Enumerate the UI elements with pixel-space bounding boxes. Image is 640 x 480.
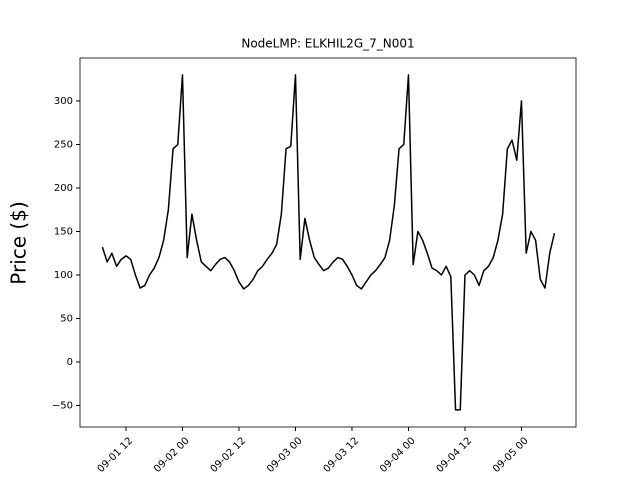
- y-tick-label: 200: [54, 183, 73, 194]
- y-axis-label: Price ($): [7, 201, 31, 284]
- y-tick-label: 100: [54, 270, 73, 281]
- y-tick-label: −50: [52, 401, 73, 412]
- price-line: [101, 74, 556, 411]
- plot-frame: [79, 57, 577, 428]
- chart-title: NodeLMP: ELKHIL2G_7_N001: [241, 37, 414, 51]
- y-tick-label: 250: [54, 139, 73, 150]
- y-tick-label: 0: [67, 357, 73, 368]
- y-tick-label: 50: [60, 314, 73, 325]
- y-tick-label: 300: [54, 96, 73, 107]
- y-tick-label: 150: [54, 226, 73, 237]
